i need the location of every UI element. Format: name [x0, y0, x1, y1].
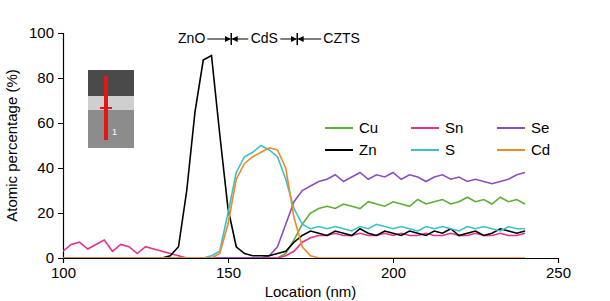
series-line — [63, 56, 525, 259]
x-tick: 100 — [51, 258, 76, 281]
series-line — [63, 233, 525, 258]
x-tick: 200 — [381, 258, 406, 281]
lines — [63, 56, 525, 259]
y-tick-mark — [58, 168, 63, 169]
region-boundary — [231, 33, 232, 45]
chart: 100150200250020406080100ZnOCdSCZTSLocati… — [0, 0, 610, 301]
legend-item: Sn — [411, 119, 463, 136]
y-tick-mark — [58, 33, 63, 34]
y-tick: 0 — [46, 249, 63, 266]
y-tick-label: 80 — [37, 69, 54, 86]
region-arrow — [280, 39, 296, 40]
y-tick-label: 100 — [29, 24, 54, 41]
region-boundary — [297, 33, 298, 45]
x-tick-label: 100 — [51, 264, 76, 281]
region-label: CdS — [251, 30, 278, 46]
inset-bg — [88, 70, 134, 148]
y-tick: 40 — [37, 159, 63, 176]
legend-item: S — [411, 141, 455, 158]
legend-swatch — [325, 127, 353, 129]
legend-item: Se — [497, 119, 549, 136]
region-arrow — [298, 39, 321, 40]
legend-label: Sn — [445, 119, 463, 136]
x-axis: 100 150 200 250 — [51, 258, 571, 281]
y-tick-label: 0 — [46, 249, 54, 266]
y-tick-mark — [58, 258, 63, 259]
x-tick-mark — [558, 258, 559, 263]
x-tick-mark — [228, 258, 229, 263]
legend-swatch — [325, 149, 353, 151]
legend-label: Cd — [531, 141, 550, 158]
inset-image: 1 — [88, 70, 134, 148]
y-tick: 100 — [29, 24, 63, 41]
y-tick-mark — [58, 213, 63, 214]
x-tick-label: 200 — [381, 264, 406, 281]
x-tick: 150 — [216, 258, 241, 281]
y-tick: 20 — [37, 204, 63, 221]
series-line — [63, 148, 525, 258]
legend-label: S — [445, 141, 455, 158]
y-tick: 60 — [37, 114, 63, 131]
inset-layer — [88, 110, 134, 148]
region-boundary — [231, 33, 232, 45]
inset-layer — [88, 96, 134, 110]
region-arrow — [232, 39, 248, 40]
y-tick-label: 20 — [37, 204, 54, 221]
legend-label: Cu — [359, 119, 378, 136]
legend-swatch — [411, 127, 439, 129]
legend: Cu Sn Se Zn S Cd — [325, 119, 550, 158]
legend-swatch — [411, 149, 439, 151]
inset-label: 1 — [112, 127, 117, 137]
y-tick: 80 — [37, 69, 63, 86]
legend-item: Cu — [325, 119, 378, 136]
y-axis-line — [58, 34, 64, 259]
x-tick: 250 — [546, 258, 571, 281]
x-tick-mark — [393, 258, 394, 263]
region-boundary — [297, 33, 298, 45]
y-tick-mark — [58, 78, 63, 79]
y-tick-label: 40 — [37, 159, 54, 176]
legend-label: Se — [531, 119, 549, 136]
region-label: CZTS — [323, 30, 360, 46]
legend-swatch — [497, 149, 525, 151]
region-annotations: ZnO CdS CZTS — [178, 30, 360, 46]
legend-item: Cd — [497, 141, 550, 158]
y-tick-label: 60 — [37, 114, 54, 131]
x-tick-label: 150 — [216, 264, 241, 281]
plot: 100150200250020406080100ZnOCdSCZTS — [29, 24, 571, 280]
x-tick-label: 250 — [546, 264, 571, 281]
region-label: ZnO — [178, 30, 205, 46]
legend-label: Zn — [359, 141, 377, 158]
region-arrow — [207, 39, 230, 40]
series-line — [63, 146, 525, 259]
legend-item: Zn — [325, 141, 377, 158]
y-tick-mark — [58, 123, 63, 124]
y-axis-title: Atomic percentage (%) — [3, 69, 20, 222]
x-axis-title: Location (nm) — [265, 283, 357, 300]
y-axis: 0 20 40 60 80 100 — [29, 24, 64, 266]
inset-scan-mark — [100, 107, 112, 109]
x-axis-line — [64, 259, 559, 264]
legend-swatch — [497, 127, 525, 129]
